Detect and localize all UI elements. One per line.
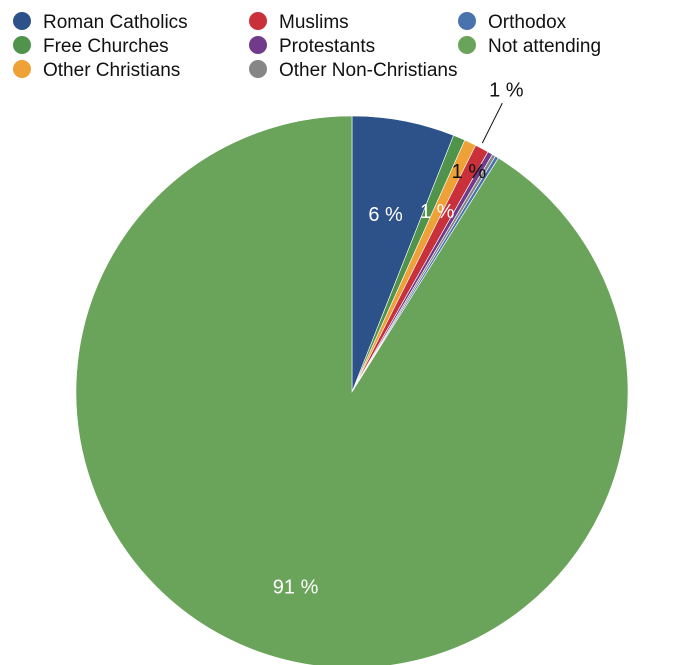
legend-label-roman-catholics: Roman Catholics bbox=[43, 12, 188, 33]
data-label-protestants: 1 % bbox=[489, 79, 524, 101]
legend-label-other-non-christians: Other Non-Christians bbox=[279, 60, 457, 81]
legend-marker-other-non-christians bbox=[249, 60, 267, 78]
legend-marker-roman-catholics bbox=[13, 12, 31, 30]
legend-marker-other-christians bbox=[13, 60, 31, 78]
legend-item-other-christians: Other Christians bbox=[13, 60, 180, 81]
legend-label-free-churches: Free Churches bbox=[43, 36, 169, 57]
data-label-muslims: 1 % bbox=[452, 161, 487, 183]
legend-item-muslims: Muslims bbox=[249, 12, 349, 33]
legend-label-other-christians: Other Christians bbox=[43, 60, 180, 81]
legend-label-muslims: Muslims bbox=[279, 12, 349, 33]
legend-marker-orthodox bbox=[458, 12, 476, 30]
legend-item-protestants: Protestants bbox=[249, 36, 375, 57]
legend-item-free-churches: Free Churches bbox=[13, 36, 169, 57]
legend-label-not-attending: Not attending bbox=[488, 36, 601, 57]
data-label-other-christians: 1 % bbox=[420, 201, 455, 223]
legend-marker-muslims bbox=[249, 12, 267, 30]
legend-label-orthodox: Orthodox bbox=[488, 12, 567, 33]
leader-line-protestants bbox=[481, 102, 503, 144]
legend-item-other-non-christians: Other Non-Christians bbox=[249, 60, 457, 81]
legend-marker-protestants bbox=[249, 36, 267, 54]
legend-marker-free-churches bbox=[13, 36, 31, 54]
legend-item-roman-catholics: Roman Catholics bbox=[13, 12, 188, 33]
slice-not-attending bbox=[75, 115, 629, 665]
legend-item-orthodox: Orthodox bbox=[458, 12, 567, 33]
legend-label-protestants: Protestants bbox=[279, 36, 375, 57]
data-labels: 6 % 1 % 1 % 1 % 91 % bbox=[273, 79, 524, 598]
legend-item-not-attending: Not attending bbox=[458, 36, 601, 57]
legend-marker-not-attending bbox=[458, 36, 476, 54]
legend: Roman Catholics Free Churches Other Christ… bbox=[13, 12, 601, 81]
pie-slices bbox=[75, 115, 629, 665]
data-label-not-attending: 91 % bbox=[273, 577, 319, 599]
data-label-roman-catholics: 6 % bbox=[368, 204, 403, 226]
